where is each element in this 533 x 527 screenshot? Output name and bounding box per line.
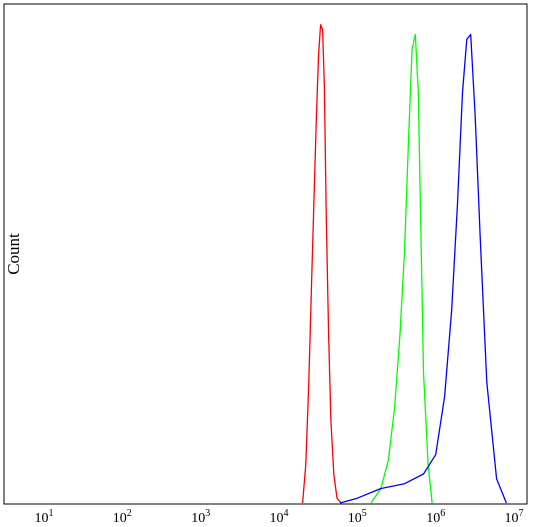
y-axis-title: Count [4,233,23,275]
x-tick-label-4: 104 [270,508,289,526]
series-line-3 [339,33,508,504]
series-group [301,24,508,504]
x-tick-label-3: 103 [191,508,210,526]
x-tick-label-1: 101 [35,508,54,526]
x-tick-label-7: 107 [505,508,524,526]
x-tick-label-2: 102 [113,508,132,526]
series-line-1 [301,24,342,504]
x-tick-label-6: 106 [426,508,445,526]
series-line-2 [370,33,433,504]
x-tick-label-5: 105 [348,508,367,526]
x-tick-labels: 101 102 103 104 105 106 107 [35,508,524,526]
plot-frame [3,3,528,505]
